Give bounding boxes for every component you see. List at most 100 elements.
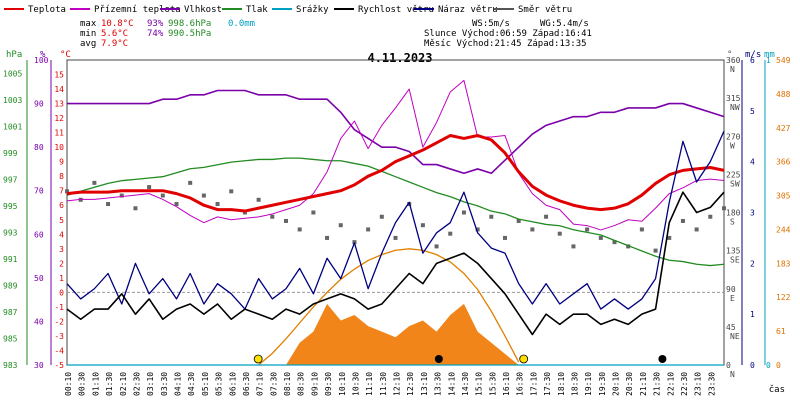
x-tick-label: 18:30 xyxy=(570,372,579,396)
legend-label: Teplota xyxy=(28,5,66,15)
legend-label: Tlak xyxy=(246,5,268,15)
wind-direction-point xyxy=(598,235,603,240)
temperature-tick-label: 5 xyxy=(59,216,64,225)
x-tick-label: 23:10 xyxy=(694,372,703,396)
pressure-axis-label: hPa xyxy=(6,50,22,60)
x-tick-label: 06:10 xyxy=(228,372,237,396)
legend-label: Přízemní teplota xyxy=(94,5,181,15)
pressure-tick-label: 991 xyxy=(3,255,18,264)
wind-direction-point xyxy=(201,193,206,198)
humidity-tick-label: 80 xyxy=(34,143,44,152)
wind-direction-point xyxy=(694,227,699,232)
temperature-tick-label: -2 xyxy=(54,317,64,326)
pressure-tick-label: 987 xyxy=(3,308,18,317)
x-tick-label: 20:10 xyxy=(612,372,621,396)
wind-direction-point xyxy=(174,202,179,207)
wind-tick-label: 5 xyxy=(750,107,755,116)
rain-tick-label: 1 xyxy=(766,56,771,65)
direction-tick-label: N xyxy=(730,65,735,74)
wind-direction-point xyxy=(160,193,165,198)
humidity-tick-label: 30 xyxy=(34,361,44,370)
wind-direction-point xyxy=(188,180,193,185)
wind-direction-point xyxy=(92,180,97,185)
wind-direction-point xyxy=(557,231,562,236)
wind-direction-point xyxy=(338,223,343,228)
x-tick-label: 15:30 xyxy=(488,372,497,396)
humidity-line xyxy=(67,89,725,175)
pressure-tick-label: 1003 xyxy=(3,96,22,105)
direction-tick-label: 135 xyxy=(726,247,741,256)
x-tick-label: 06:30 xyxy=(242,372,251,396)
x-tick-label: 18:10 xyxy=(557,372,566,396)
info-block: WS:5m/s WG:5.4m/s Slunce Východ:06:59 Zá… xyxy=(424,19,592,49)
temperature-tick-label: 10 xyxy=(54,143,64,152)
axis-unit-labels: hPa % °C ° m/s mm čas xyxy=(6,50,785,395)
wind-speed-line xyxy=(66,191,725,336)
plot-area: 9839859879899919939959979991001100310053… xyxy=(3,56,791,396)
x-tick-label: 19:10 xyxy=(584,372,593,396)
temperature-tick-label: 8 xyxy=(59,172,64,181)
humidity-tick-label: 50 xyxy=(34,274,44,283)
legend-label: Směr větru xyxy=(518,5,572,15)
rain-axis-label: mm xyxy=(764,50,775,60)
x-tick-label: 01:10 xyxy=(91,372,100,396)
legend-label: Rychlost větru xyxy=(358,5,434,15)
direction-tick-label: SE xyxy=(730,256,740,265)
x-tick-label: 04:10 xyxy=(174,372,183,396)
x-tick-label: 19:30 xyxy=(598,372,607,396)
info-wg: WG:5.4m/s xyxy=(540,19,589,29)
wind-direction-point xyxy=(585,227,590,232)
wind-direction-point xyxy=(256,197,261,202)
stats-min-temp: 5.6°C xyxy=(101,29,128,39)
stats-max-press: 998.6hPa xyxy=(168,19,211,29)
x-tick-label: 16:10 xyxy=(502,372,511,396)
x-tick-label: 12:10 xyxy=(393,372,402,396)
sunset-marker xyxy=(519,354,529,364)
wind-direction-point xyxy=(119,193,124,198)
x-tick-label: 15:10 xyxy=(475,372,484,396)
temperature-tick-label: 12 xyxy=(54,114,64,123)
direction-tick-label: 270 xyxy=(726,132,741,141)
moonrise-marker xyxy=(658,355,667,363)
temperature-tick-label: 4 xyxy=(59,230,64,239)
wind-tick-label: 1 xyxy=(750,310,755,319)
wind-direction-point xyxy=(448,231,453,236)
pressure-tick-label: 999 xyxy=(3,149,18,158)
stats-min-hum: 74% xyxy=(147,29,164,39)
wind-direction-point xyxy=(284,218,288,223)
x-tick-label: 05:30 xyxy=(215,372,224,396)
x-tick-label: 13:10 xyxy=(420,372,429,396)
direction-tick-label: NW xyxy=(730,103,740,112)
direction-axis-label: ° xyxy=(727,50,732,60)
x-tick-label: 00:10 xyxy=(64,372,73,396)
info-moon: Měsíc Východ:21:45 Západ:13:35 xyxy=(424,39,587,49)
stats-avg-label: avg xyxy=(80,39,96,49)
wind-axis-label: m/s xyxy=(745,50,761,60)
wind-direction-point xyxy=(503,235,507,240)
solar-tick-label: 61 xyxy=(776,327,786,336)
wind-direction-point xyxy=(626,244,631,249)
moonset-marker xyxy=(434,355,443,363)
wind-direction-point xyxy=(106,202,111,207)
x-tick-label: 10:30 xyxy=(351,372,360,396)
direction-tick-label: SW xyxy=(730,179,740,188)
solar-tick-label: 244 xyxy=(776,225,791,234)
x-tick-label: 08:30 xyxy=(297,372,306,396)
stats-block: max 10.8°C 93% 998.6hPa 0.0mm min 5.6°C … xyxy=(80,19,255,49)
x-tick-label: 14:30 xyxy=(461,372,470,396)
solar-area xyxy=(67,303,724,365)
wind-direction-point xyxy=(516,218,521,223)
stats-max-temp: 10.8°C xyxy=(101,19,134,29)
direction-tick-label: 0 xyxy=(726,361,731,370)
humidity-tick-label: 90 xyxy=(34,100,44,109)
direction-tick-label: E xyxy=(730,294,735,303)
info-ws: WS:5m/s xyxy=(472,19,510,29)
x-tick-label: 11:10 xyxy=(365,372,374,396)
solar-tick-label: 549 xyxy=(776,56,791,65)
wind-gust-line xyxy=(66,130,725,310)
x-tick-label: 01:30 xyxy=(105,372,114,396)
wind-direction-point xyxy=(65,189,69,194)
x-tick-label: 17:30 xyxy=(543,372,552,396)
temperature-line xyxy=(66,134,725,213)
